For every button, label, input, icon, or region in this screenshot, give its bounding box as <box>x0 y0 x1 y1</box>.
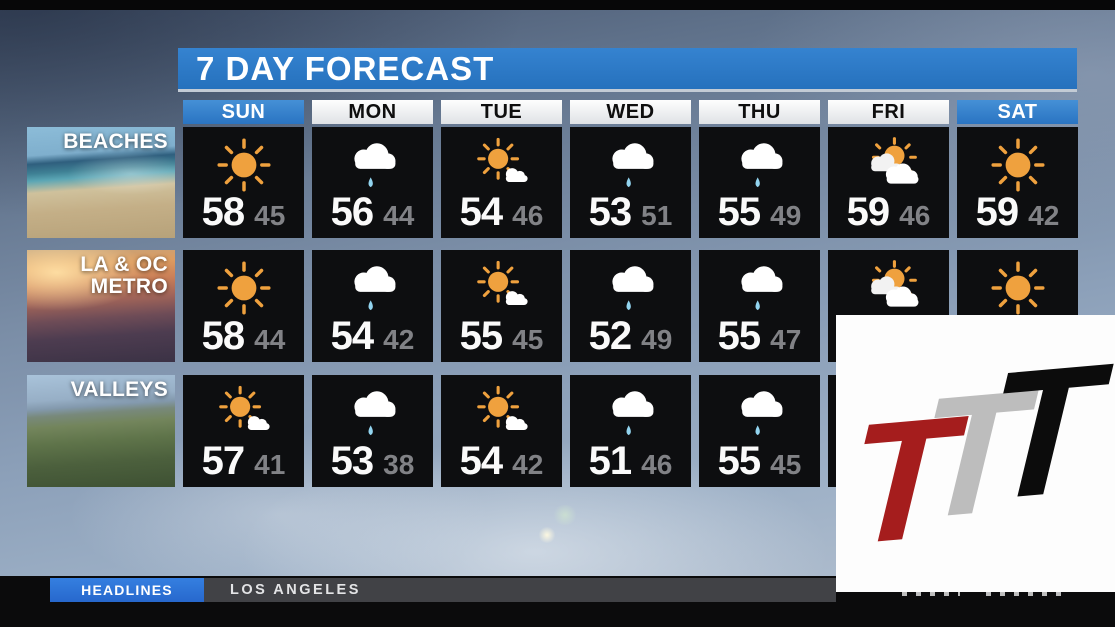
rain-icon <box>716 257 804 319</box>
high-temp: 57 <box>201 439 245 483</box>
high-temp: 52 <box>588 314 632 358</box>
high-temp: 56 <box>330 190 374 234</box>
cell-beaches-sun: 58 45 <box>183 127 304 238</box>
low-temp: 42 <box>1028 200 1060 231</box>
region-label-beaches: BEACHES <box>63 130 168 153</box>
forecast-row-beaches: BEACHES 58 45 56 44 54 46 53 51 55 49 59 46 5 <box>27 127 1078 238</box>
high-temp: 54 <box>459 190 503 234</box>
metro-photo: LA & OC METRO <box>27 250 175 362</box>
cell-beaches-mon: 56 44 <box>312 127 433 238</box>
rain-icon <box>329 257 417 319</box>
high-temp: 55 <box>717 190 761 234</box>
mostly-sunny-icon <box>200 382 288 444</box>
low-temp: 38 <box>383 449 415 480</box>
low-temp: 46 <box>899 200 931 231</box>
header-spacer <box>27 100 175 124</box>
top-letterbox-bar <box>0 0 1115 10</box>
low-temp: 49 <box>641 324 673 355</box>
low-temp: 44 <box>254 324 286 355</box>
cell-metro-mon: 54 42 <box>312 250 433 362</box>
low-temp: 45 <box>770 449 802 480</box>
sunny-icon <box>200 257 288 319</box>
rain-icon <box>716 134 804 196</box>
cell-metro-sun: 58 44 <box>183 250 304 362</box>
low-temp: 46 <box>512 200 544 231</box>
low-temp: 42 <box>512 449 544 480</box>
low-temp: 45 <box>254 200 286 231</box>
mostly-sunny-icon <box>458 134 546 196</box>
cell-beaches-wed: 53 51 <box>570 127 691 238</box>
cell-metro-tue: 55 45 <box>441 250 562 362</box>
partly-cloudy-icon <box>845 134 933 196</box>
day-header-mon: MON <box>312 100 433 124</box>
low-temp: 41 <box>254 449 286 480</box>
sunny-icon <box>200 134 288 196</box>
sunny-icon <box>974 134 1062 196</box>
beaches-photo: BEACHES <box>27 127 175 238</box>
low-temp: 44 <box>383 200 415 231</box>
cell-valleys-tue: 54 42 <box>441 375 562 487</box>
cell-beaches-fri: 59 46 <box>828 127 949 238</box>
low-temp: 45 <box>512 324 544 355</box>
region-label-valleys: VALLEYS <box>70 378 168 401</box>
high-temp: 54 <box>330 314 374 358</box>
forecast-title: 7 DAY FORECAST <box>196 49 495 87</box>
cell-valleys-sun: 57 41 <box>183 375 304 487</box>
high-temp: 53 <box>330 439 374 483</box>
rain-icon <box>587 257 675 319</box>
mostly-sunny-icon <box>458 257 546 319</box>
logo-letter-red: T <box>845 380 959 582</box>
cell-beaches-sat: 59 42 <box>957 127 1078 238</box>
high-temp: 55 <box>717 314 761 358</box>
cell-metro-wed: 52 49 <box>570 250 691 362</box>
low-temp: 46 <box>641 449 673 480</box>
high-temp: 53 <box>588 190 632 234</box>
day-header-wed: WED <box>570 100 691 124</box>
mostly-sunny-icon <box>458 382 546 444</box>
day-header-fri: FRI <box>828 100 949 124</box>
day-header-row: SUN MON TUE WED THU FRI SAT <box>27 100 1078 124</box>
forecast-title-bar: 7 DAY FORECAST <box>178 48 1077 92</box>
clipped-text-remnant <box>986 592 1066 596</box>
logo-letter-black: T <box>982 326 1104 539</box>
high-temp: 51 <box>588 439 632 483</box>
cell-valleys-mon: 53 38 <box>312 375 433 487</box>
cell-valleys-thu: 55 45 <box>699 375 820 487</box>
cell-beaches-tue: 54 46 <box>441 127 562 238</box>
station-logo-overlay: T T T <box>836 315 1115 592</box>
ticker-headlines-tab: HEADLINES <box>50 578 204 602</box>
sunny-icon <box>974 257 1062 319</box>
high-temp: 55 <box>459 314 503 358</box>
valleys-photo: VALLEYS <box>27 375 175 487</box>
low-temp: 42 <box>383 324 415 355</box>
clipped-text-remnant <box>902 592 960 596</box>
day-header-tue: TUE <box>441 100 562 124</box>
rain-icon <box>716 382 804 444</box>
cell-valleys-wed: 51 46 <box>570 375 691 487</box>
partly-cloudy-icon <box>845 257 933 319</box>
low-temp: 51 <box>641 200 673 231</box>
day-header-sun: SUN <box>183 100 304 124</box>
day-header-thu: THU <box>699 100 820 124</box>
high-temp: 58 <box>201 190 245 234</box>
high-temp: 58 <box>201 314 245 358</box>
rain-icon <box>329 134 417 196</box>
low-temp: 49 <box>770 200 802 231</box>
cell-beaches-thu: 55 49 <box>699 127 820 238</box>
ticker-location-text: LOS ANGELES <box>204 578 836 602</box>
day-header-sat: SAT <box>957 100 1078 124</box>
high-temp: 59 <box>846 190 890 234</box>
lens-flare-dot <box>538 527 556 543</box>
region-label-metro: LA & OC <box>80 253 168 276</box>
rain-icon <box>587 382 675 444</box>
high-temp: 54 <box>459 439 503 483</box>
low-temp: 47 <box>770 324 802 355</box>
high-temp: 55 <box>717 439 761 483</box>
cell-metro-thu: 55 47 <box>699 250 820 362</box>
high-temp: 59 <box>975 190 1019 234</box>
rain-icon <box>329 382 417 444</box>
lens-flare-green <box>552 505 578 525</box>
rain-icon <box>587 134 675 196</box>
